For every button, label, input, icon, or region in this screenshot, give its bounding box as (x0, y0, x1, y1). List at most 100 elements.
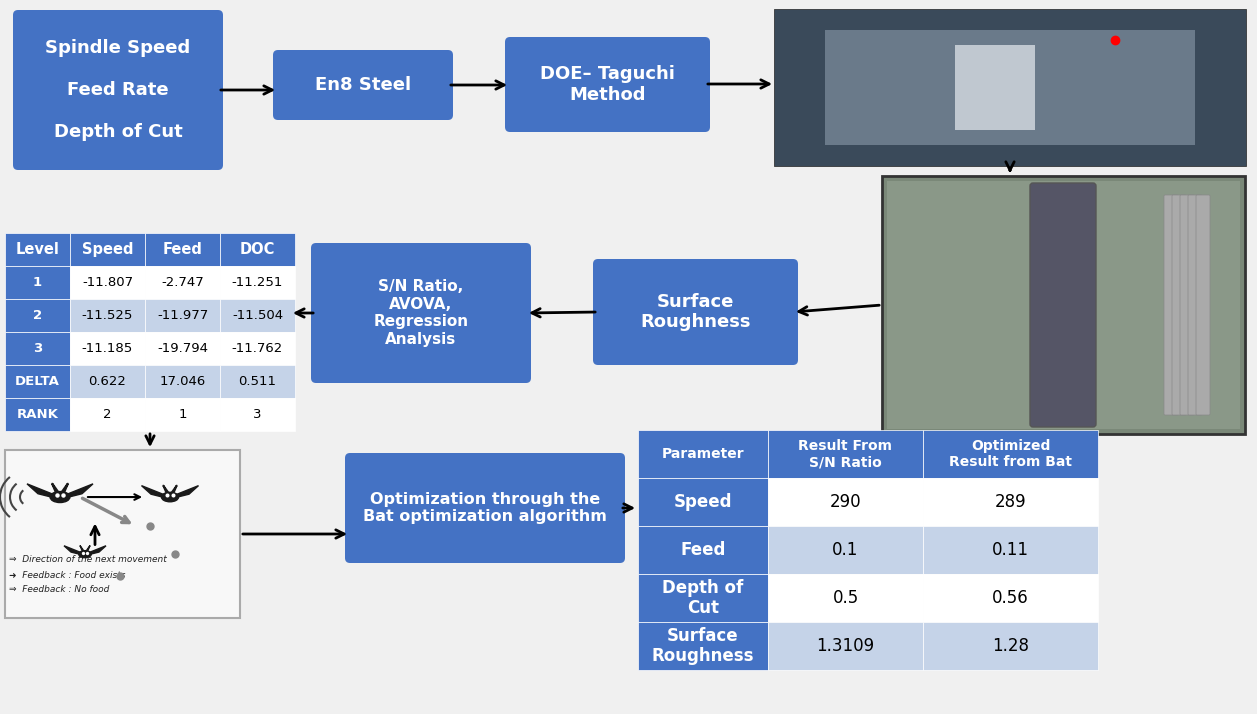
FancyBboxPatch shape (639, 430, 768, 478)
FancyBboxPatch shape (145, 365, 220, 398)
Text: ➜  Feedback : Food exists: ➜ Feedback : Food exists (9, 570, 126, 580)
Text: Surface
Roughness: Surface Roughness (640, 293, 750, 331)
FancyBboxPatch shape (220, 398, 295, 431)
Text: ⇒  Feedback : No food: ⇒ Feedback : No food (9, 585, 109, 595)
FancyBboxPatch shape (5, 365, 70, 398)
FancyBboxPatch shape (1164, 195, 1178, 415)
Text: 0.622: 0.622 (88, 375, 127, 388)
Text: 3: 3 (33, 342, 43, 355)
Text: -11.251: -11.251 (231, 276, 283, 289)
Polygon shape (60, 484, 93, 497)
FancyBboxPatch shape (344, 453, 625, 563)
FancyBboxPatch shape (776, 10, 1244, 165)
FancyBboxPatch shape (882, 176, 1244, 434)
FancyBboxPatch shape (220, 365, 295, 398)
Ellipse shape (161, 492, 178, 502)
FancyBboxPatch shape (1188, 195, 1202, 415)
FancyBboxPatch shape (923, 526, 1099, 574)
FancyBboxPatch shape (5, 398, 70, 431)
Text: Surface
Roughness: Surface Roughness (651, 627, 754, 665)
Text: 1.28: 1.28 (992, 637, 1029, 655)
FancyBboxPatch shape (1029, 183, 1096, 427)
Text: Speed: Speed (674, 493, 733, 511)
FancyBboxPatch shape (5, 299, 70, 332)
Polygon shape (142, 486, 170, 497)
FancyBboxPatch shape (5, 233, 70, 266)
FancyBboxPatch shape (887, 181, 1239, 429)
FancyBboxPatch shape (768, 622, 923, 670)
Text: Optimized
Result from Bat: Optimized Result from Bat (949, 439, 1072, 469)
FancyBboxPatch shape (639, 622, 768, 670)
FancyBboxPatch shape (70, 398, 145, 431)
FancyBboxPatch shape (13, 10, 222, 170)
FancyBboxPatch shape (70, 332, 145, 365)
Text: -11.807: -11.807 (82, 276, 133, 289)
Text: 0.56: 0.56 (992, 589, 1029, 607)
Text: ⇒  Direction of the next movement: ⇒ Direction of the next movement (9, 555, 167, 565)
FancyBboxPatch shape (145, 398, 220, 431)
FancyBboxPatch shape (145, 332, 220, 365)
Text: S/N Ratio,
AVOVA,
Regression
Analysis: S/N Ratio, AVOVA, Regression Analysis (373, 279, 469, 346)
Text: Result From
S/N Ratio: Result From S/N Ratio (798, 439, 892, 469)
FancyBboxPatch shape (768, 574, 923, 622)
Polygon shape (85, 545, 106, 554)
FancyBboxPatch shape (825, 30, 1195, 145)
Text: Parameter: Parameter (661, 447, 744, 461)
FancyBboxPatch shape (639, 478, 768, 526)
Text: En8 Steel: En8 Steel (316, 76, 411, 94)
Text: DOE– Taguchi
Method: DOE– Taguchi Method (541, 65, 675, 104)
Ellipse shape (79, 550, 92, 558)
Text: -19.794: -19.794 (157, 342, 207, 355)
Text: 289: 289 (994, 493, 1026, 511)
FancyBboxPatch shape (923, 478, 1099, 526)
FancyBboxPatch shape (273, 50, 453, 120)
FancyBboxPatch shape (923, 622, 1099, 670)
Text: -2.747: -2.747 (161, 276, 204, 289)
Text: 0.11: 0.11 (992, 541, 1029, 559)
Text: Depth of
Cut: Depth of Cut (662, 578, 744, 618)
FancyBboxPatch shape (639, 526, 768, 574)
Text: 1.3109: 1.3109 (817, 637, 875, 655)
FancyBboxPatch shape (5, 332, 70, 365)
Text: -11.977: -11.977 (157, 309, 209, 322)
FancyBboxPatch shape (1180, 195, 1194, 415)
Text: 0.5: 0.5 (832, 589, 859, 607)
Text: Feed: Feed (162, 242, 202, 257)
FancyBboxPatch shape (70, 299, 145, 332)
FancyBboxPatch shape (220, 233, 295, 266)
FancyBboxPatch shape (145, 233, 220, 266)
Text: -11.762: -11.762 (231, 342, 283, 355)
Text: -11.185: -11.185 (82, 342, 133, 355)
FancyBboxPatch shape (5, 266, 70, 299)
Text: 2: 2 (103, 408, 112, 421)
Text: DELTA: DELTA (15, 375, 60, 388)
FancyBboxPatch shape (5, 450, 240, 618)
Text: 0.1: 0.1 (832, 541, 859, 559)
Text: 0.511: 0.511 (239, 375, 277, 388)
FancyBboxPatch shape (220, 299, 295, 332)
FancyBboxPatch shape (1172, 195, 1187, 415)
FancyBboxPatch shape (923, 430, 1099, 478)
FancyBboxPatch shape (310, 243, 530, 383)
Text: 17.046: 17.046 (160, 375, 206, 388)
Polygon shape (26, 484, 60, 497)
Text: 2: 2 (33, 309, 41, 322)
Text: Feed: Feed (680, 541, 725, 559)
Polygon shape (170, 486, 199, 497)
Text: -11.525: -11.525 (82, 309, 133, 322)
Text: Optimization through the
Bat optimization algorithm: Optimization through the Bat optimizatio… (363, 492, 607, 524)
FancyBboxPatch shape (70, 365, 145, 398)
Text: Spindle Speed

Feed Rate

Depth of Cut: Spindle Speed Feed Rate Depth of Cut (45, 39, 191, 141)
FancyBboxPatch shape (70, 266, 145, 299)
Text: 3: 3 (253, 408, 261, 421)
Polygon shape (64, 545, 85, 554)
Text: 1: 1 (178, 408, 187, 421)
FancyBboxPatch shape (220, 332, 295, 365)
Text: Level: Level (15, 242, 59, 257)
Text: -11.504: -11.504 (233, 309, 283, 322)
FancyBboxPatch shape (145, 299, 220, 332)
FancyBboxPatch shape (955, 45, 1035, 130)
Ellipse shape (50, 491, 70, 503)
FancyBboxPatch shape (768, 478, 923, 526)
FancyBboxPatch shape (639, 574, 768, 622)
